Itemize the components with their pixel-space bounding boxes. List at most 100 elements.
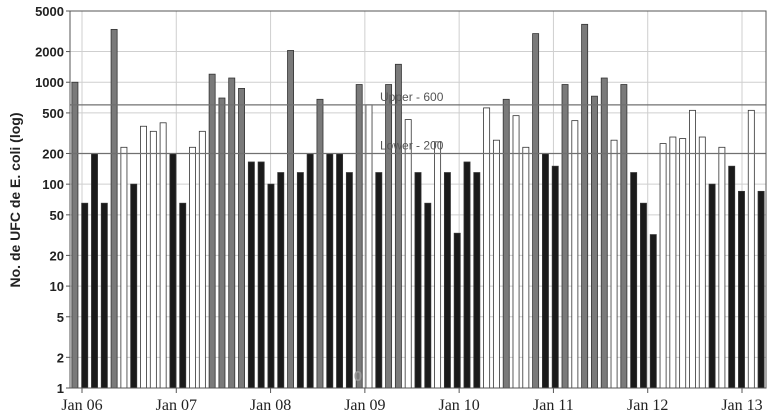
bar <box>149 130 157 389</box>
bar <box>355 84 363 389</box>
bar <box>453 232 461 389</box>
bar <box>394 63 402 389</box>
bar <box>718 146 726 389</box>
y-tick-label: 100 <box>42 177 64 192</box>
bar <box>404 119 412 389</box>
y-tick-label: 1 <box>57 381 64 396</box>
zero-annotation: 0 <box>354 368 362 385</box>
bar <box>120 146 128 389</box>
bar <box>679 138 687 389</box>
x-axis-ticks: Jan 06 Jan 07 Jan 08 Jan 09 Jan 10 Jan 11 Jan … <box>61 388 763 414</box>
reference-lines: Upper - 600 Lower - 200 <box>70 90 766 155</box>
bar <box>159 122 167 389</box>
y-tick-label: 1000 <box>35 75 64 90</box>
bar <box>659 143 667 389</box>
y-tick-label: 5 <box>57 310 64 325</box>
bar <box>169 153 177 389</box>
y-tick-label: 50 <box>50 208 64 223</box>
bar <box>345 172 353 389</box>
bar <box>581 23 589 389</box>
y-tick-label: 200 <box>42 146 64 161</box>
bar <box>571 120 579 389</box>
bar <box>91 153 98 389</box>
bar <box>218 97 226 389</box>
x-tick-label: Jan 07 <box>156 397 197 414</box>
y-tick-label: 2 <box>57 350 64 365</box>
y-tick-label: 500 <box>42 106 64 121</box>
bar <box>198 130 206 389</box>
y-axis-ticks: 5000 2000 1000 500 200 100 50 20 10 5 2 1 <box>35 4 70 396</box>
y-axis-label: No. de UFC de E. coli (log) <box>7 113 23 288</box>
bar <box>247 161 255 389</box>
bar <box>649 234 657 389</box>
bar <box>365 104 373 389</box>
bar <box>630 172 638 389</box>
bar <box>81 202 89 389</box>
y-tick-label: 10 <box>50 279 64 294</box>
bar <box>492 139 500 389</box>
bar <box>512 115 520 389</box>
bar <box>532 33 540 389</box>
bar <box>669 136 677 389</box>
y-tick-label: 2000 <box>35 45 64 60</box>
x-tick-label: Jan 08 <box>250 397 291 414</box>
bars <box>71 23 765 389</box>
bar <box>267 183 275 389</box>
bar <box>747 109 755 389</box>
x-tick-label: Jan 10 <box>438 397 479 414</box>
bar <box>100 202 108 389</box>
bar <box>522 146 530 389</box>
bar <box>561 84 569 389</box>
bar <box>483 107 491 389</box>
x-tick-label: Jan 12 <box>627 397 668 414</box>
bar <box>140 125 147 389</box>
bar <box>385 84 393 389</box>
bar <box>738 190 745 389</box>
x-tick-label: Jan 06 <box>61 397 102 414</box>
bar <box>257 161 265 389</box>
bar <box>424 202 432 389</box>
bar <box>208 73 216 389</box>
bar <box>551 165 559 389</box>
reference-line-label: Upper - 600 <box>380 90 444 104</box>
bar <box>502 98 510 389</box>
plot-frame <box>69 10 767 389</box>
bar <box>591 95 598 389</box>
bar <box>326 153 334 389</box>
bar <box>434 141 442 389</box>
bar <box>757 190 765 389</box>
x-tick-label: Jan 09 <box>344 397 385 414</box>
bar <box>689 109 696 389</box>
bar <box>473 172 481 389</box>
bar <box>375 172 383 389</box>
x-tick-label: Jan 11 <box>533 397 574 414</box>
bar <box>463 161 471 389</box>
bar <box>228 77 236 389</box>
bar <box>130 183 138 389</box>
bar <box>306 153 314 389</box>
bar <box>71 81 79 389</box>
bar <box>698 136 706 389</box>
bar <box>610 139 618 389</box>
bar <box>708 183 716 389</box>
bar <box>277 172 285 389</box>
y-tick-label: 20 <box>50 248 64 263</box>
y-tick-label: 5000 <box>35 4 64 19</box>
bar <box>728 165 736 389</box>
bar <box>336 153 344 389</box>
bar <box>287 50 295 389</box>
bar <box>316 98 324 389</box>
reference-line-label: Lower - 200 <box>380 138 444 152</box>
bar <box>189 146 196 389</box>
x-tick-label: Jan 13 <box>721 397 762 414</box>
bar <box>640 202 647 389</box>
bar <box>238 88 245 389</box>
bar <box>110 28 118 389</box>
bar <box>541 153 549 389</box>
bar <box>414 172 422 389</box>
bar <box>296 172 304 389</box>
bar <box>443 172 451 389</box>
bar <box>179 202 187 389</box>
bar <box>600 77 608 389</box>
